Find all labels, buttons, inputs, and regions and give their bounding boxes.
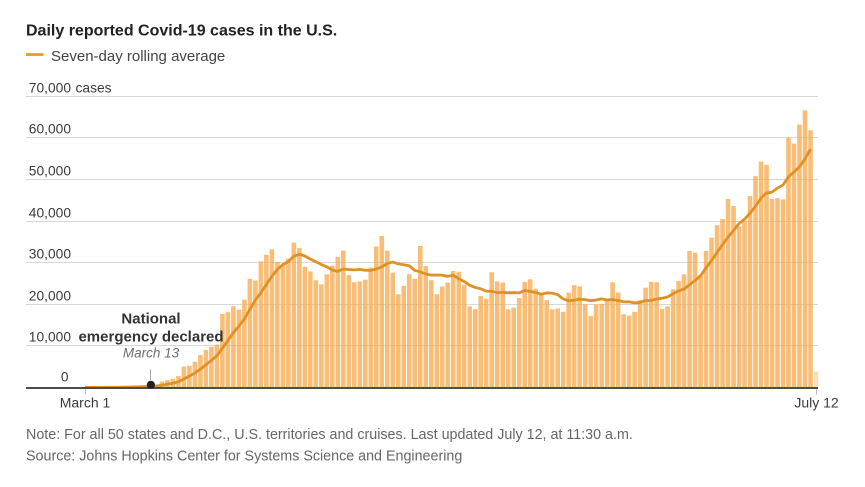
svg-text:40,000: 40,000 xyxy=(29,206,72,221)
svg-text:July 12: July 12 xyxy=(794,395,839,411)
svg-text:20,000: 20,000 xyxy=(29,289,72,304)
svg-text:70,000: 70,000 xyxy=(29,81,72,96)
svg-text:10,000: 10,000 xyxy=(29,330,72,345)
svg-text:Note: For all 50 states and D.: Note: For all 50 states and D.C., U.S. t… xyxy=(26,427,633,443)
svg-text:Seven-day rolling average: Seven-day rolling average xyxy=(51,48,225,65)
svg-text:March 13: March 13 xyxy=(123,346,180,361)
svg-text:0: 0 xyxy=(61,370,69,385)
svg-text:50,000: 50,000 xyxy=(29,164,72,179)
svg-text:emergency declared: emergency declared xyxy=(78,328,223,345)
svg-text:cases: cases xyxy=(76,81,112,96)
svg-text:March 1: March 1 xyxy=(60,395,111,411)
svg-text:30,000: 30,000 xyxy=(29,247,72,262)
svg-text:Daily reported Covid-19 cases: Daily reported Covid-19 cases in the U.S… xyxy=(26,23,337,40)
svg-text:Source: Johns Hopkins Center f: Source: Johns Hopkins Center for Systems… xyxy=(26,449,462,465)
svg-text:60,000: 60,000 xyxy=(29,122,72,137)
svg-text:National: National xyxy=(121,311,180,328)
